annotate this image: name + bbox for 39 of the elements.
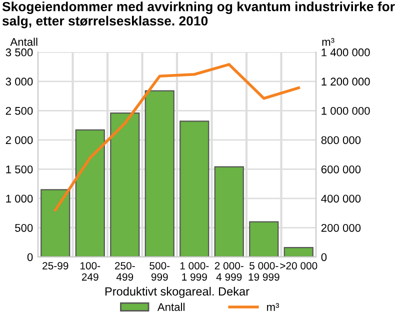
x-tick-label: 1 000- 1 999 — [180, 262, 209, 281]
y2-tick-label: 200 000 — [321, 224, 361, 232]
line-series — [54, 63, 300, 212]
y2-axis-title: m³ — [322, 38, 334, 46]
bar — [75, 129, 105, 257]
x-tick-label: 100- 249 — [80, 262, 100, 281]
y-tick-label: 1 500 — [6, 165, 33, 174]
bar — [110, 112, 140, 257]
y2-tick-label: 1 200 000 — [322, 78, 370, 86]
y-tick-label: 2 000 — [6, 136, 33, 144]
bar — [144, 90, 174, 257]
legend-label: m³ — [267, 303, 280, 311]
y2-tick-label: 1 000 000 — [322, 106, 370, 115]
y-tick-label: 2 500 — [6, 106, 33, 115]
x-tick-label: 250- 499 — [114, 262, 135, 281]
chart-title: Skogeiendommer med avvirkning og kvantum industrivirke for salg, etter størrelsesklasse. 2010 — [2, 2, 395, 28]
y2-tick-label: 1 400 000 — [322, 48, 370, 56]
x-axis-title: Produktivt skogareal. Dekar — [105, 286, 250, 298]
y2-tick-label: 600 000 — [321, 165, 361, 174]
y2-tick-label: 800 000 — [321, 136, 361, 144]
bar — [180, 120, 210, 257]
y-tick-label: 1 000 — [6, 194, 33, 203]
x-tick-label: 5 000- 19 999 — [248, 262, 280, 281]
bar — [214, 166, 244, 257]
y-tick-label: 500 — [15, 224, 33, 232]
bar — [249, 221, 279, 257]
bar — [40, 189, 70, 257]
y2-tick-label: 0 — [321, 253, 327, 262]
x-tick-label: >20 000 — [280, 262, 318, 270]
x-tick-label: 500- 999 — [150, 262, 170, 281]
y-tick-label: 3 500 — [6, 48, 33, 56]
y-axis-title: Antall — [10, 38, 38, 46]
legend-label: Antall — [157, 302, 184, 311]
x-tick-label: 2 000- 4 999 — [214, 262, 244, 281]
y-tick-label: 0 — [27, 253, 33, 262]
bar — [284, 247, 314, 257]
x-tick-label: 25-99 — [42, 262, 68, 270]
y-tick-label: 3 000 — [6, 78, 33, 86]
y2-tick-label: 400 000 — [321, 194, 361, 203]
